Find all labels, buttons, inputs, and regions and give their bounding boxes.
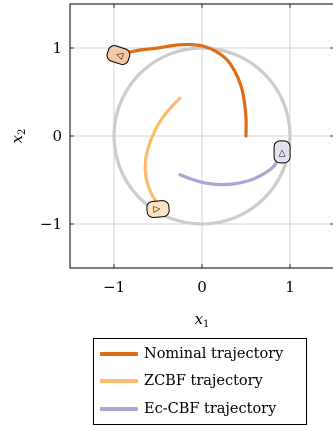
legend-label-nominal: Nominal trajectory bbox=[144, 346, 284, 362]
x-tick-label-1: 0 bbox=[197, 278, 207, 296]
robot-marker-2: △ bbox=[146, 200, 170, 218]
legend-swatch-zcbf bbox=[100, 379, 138, 383]
robot-marker-3: △ bbox=[273, 140, 291, 164]
legend-item-eccbf: Ec-CBF trajectory bbox=[100, 399, 276, 419]
unit-circle bbox=[112, 46, 292, 226]
y-axis-label: x2 bbox=[8, 129, 28, 144]
legend-swatch-nominal bbox=[100, 352, 138, 356]
tick-marks bbox=[70, 4, 333, 268]
robot-marker-body bbox=[273, 140, 291, 164]
eccbf-trajectory bbox=[178, 152, 283, 187]
robot-marker-glyph: △ bbox=[279, 148, 286, 158]
y-tick-label-1: 0 bbox=[52, 127, 62, 145]
robot-marker-body bbox=[106, 45, 131, 65]
x-tick-label-2: 1 bbox=[285, 278, 295, 296]
robot-marker-body bbox=[146, 200, 170, 218]
series-group bbox=[115, 42, 283, 210]
zcbf-trajectory bbox=[143, 96, 182, 210]
nominal-trajectory bbox=[115, 42, 248, 138]
y-tick-label-0: −1 bbox=[40, 215, 62, 233]
robot-marker-1: △ bbox=[106, 45, 131, 65]
trajectory-plot: △ △ △ −1 0 1 −1 0 1 x1 x2 bbox=[8, 3, 333, 330]
grid bbox=[70, 4, 333, 268]
legend-item-nominal: Nominal trajectory bbox=[100, 344, 283, 364]
legend-swatch-eccbf bbox=[100, 407, 138, 411]
legend-label-zcbf: ZCBF trajectory bbox=[144, 373, 263, 389]
legend: Nominal trajectory ZCBF trajectory Ec-CB… bbox=[93, 338, 307, 425]
x-axis-label: x1 bbox=[195, 310, 210, 330]
y-tick-label-2: 1 bbox=[52, 39, 62, 57]
robot-marker-glyph: △ bbox=[114, 51, 126, 61]
legend-item-zcbf: ZCBF trajectory bbox=[100, 371, 263, 391]
x-tick-label-0: −1 bbox=[103, 278, 125, 296]
legend-label-eccbf: Ec-CBF trajectory bbox=[144, 401, 277, 417]
robot-marker-glyph: △ bbox=[151, 205, 162, 213]
